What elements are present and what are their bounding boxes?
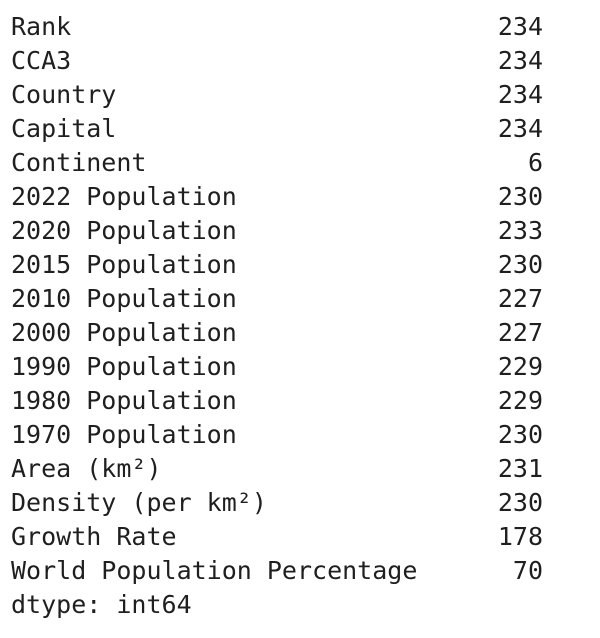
row-value: 178 — [497, 522, 543, 551]
series-row: Continent 6 — [11, 146, 571, 180]
row-label: Density (per km²) — [11, 488, 267, 517]
series-row: Country 234 — [11, 78, 571, 112]
series-row: 2022 Population 230 — [11, 180, 571, 214]
row-value: 6 — [527, 148, 543, 177]
row-value: 234 — [497, 114, 543, 143]
row-label: Capital — [11, 114, 117, 143]
row-value: 229 — [497, 352, 543, 381]
series-row: 1980 Population 229 — [11, 384, 571, 418]
series-row: Growth Rate 178 — [11, 520, 571, 554]
row-label: CCA3 — [11, 46, 72, 75]
row-label: Growth Rate — [11, 522, 177, 551]
row-value: 230 — [497, 420, 543, 449]
row-value: 230 — [497, 488, 543, 517]
row-value: 230 — [497, 182, 543, 211]
row-label: 1970 Population — [11, 420, 237, 449]
series-row: Area (km²) 231 — [11, 452, 571, 486]
row-label: World Population Percentage — [11, 556, 418, 585]
row-value: 234 — [497, 80, 543, 109]
row-value: 230 — [497, 250, 543, 279]
row-label: Area (km²) — [11, 454, 162, 483]
row-label: 1980 Population — [11, 386, 237, 415]
row-label: Continent — [11, 148, 147, 177]
row-label: 1990 Population — [11, 352, 237, 381]
row-label: 2020 Population — [11, 216, 237, 245]
series-row: 2020 Population 233 — [11, 214, 571, 248]
series-row: 2015 Population 230 — [11, 248, 571, 282]
series-row: 1970 Population 230 — [11, 418, 571, 452]
row-value: 234 — [497, 12, 543, 41]
row-value: 229 — [497, 386, 543, 415]
series-row: World Population Percentage 70 — [11, 554, 571, 588]
series-row: 2010 Population 227 — [11, 282, 571, 316]
series-row: Rank 234 — [11, 10, 571, 44]
row-value: 233 — [497, 216, 543, 245]
row-value: 227 — [497, 318, 543, 347]
row-label: Country — [11, 80, 117, 109]
series-row: CCA3 234 — [11, 44, 571, 78]
row-value: 234 — [497, 46, 543, 75]
series-output: Rank 234 CCA3 234 Country 234 Capital 23… — [11, 10, 571, 622]
series-row: Density (per km²) 230 — [11, 486, 571, 520]
series-row: Capital 234 — [11, 112, 571, 146]
row-label: Rank — [11, 12, 72, 41]
row-label: 2010 Population — [11, 284, 237, 313]
row-label: 2015 Population — [11, 250, 237, 279]
row-value: 227 — [497, 284, 543, 313]
row-label: 2000 Population — [11, 318, 237, 347]
row-value: 231 — [497, 454, 543, 483]
row-label: 2022 Population — [11, 182, 237, 211]
series-row: 1990 Population 229 — [11, 350, 571, 384]
series-row: 2000 Population 227 — [11, 316, 571, 350]
row-value: 70 — [512, 556, 543, 585]
dtype-line: dtype: int64 — [11, 590, 192, 619]
